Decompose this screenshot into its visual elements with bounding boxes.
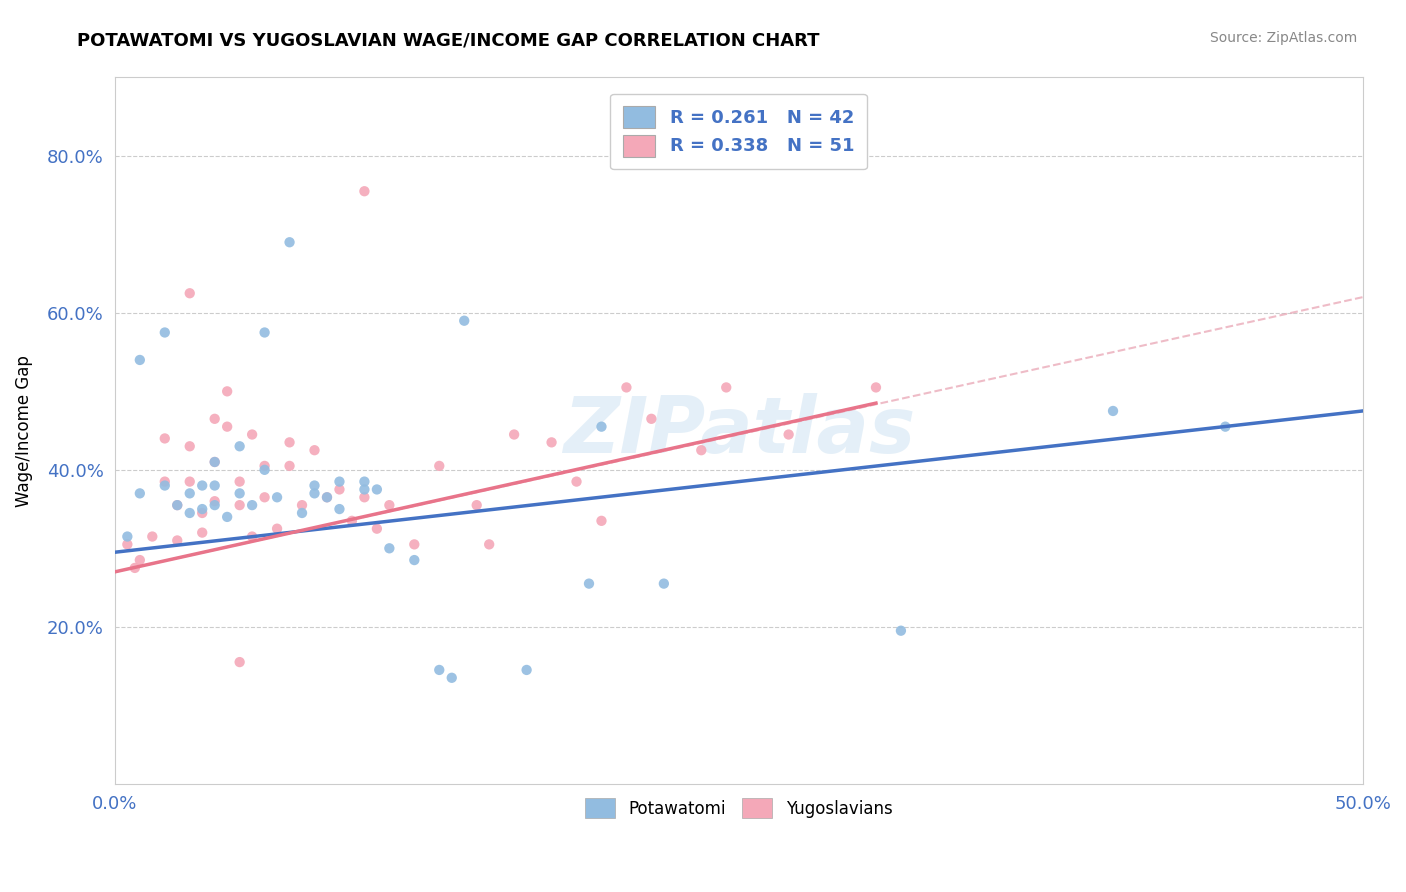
- Point: [179, 475, 201, 489]
- Point: [204, 455, 226, 469]
- Point: [440, 671, 463, 685]
- Point: [278, 435, 301, 450]
- Point: [427, 663, 450, 677]
- Point: [316, 491, 339, 505]
- Point: [353, 184, 375, 198]
- Point: [191, 502, 214, 516]
- Point: [1213, 419, 1236, 434]
- Point: [179, 286, 201, 301]
- Point: [328, 502, 350, 516]
- Point: [453, 314, 475, 328]
- Point: [565, 475, 588, 489]
- Point: [117, 537, 139, 551]
- Point: [191, 478, 214, 492]
- Point: [266, 491, 288, 505]
- Point: [366, 522, 388, 536]
- Y-axis label: Wage/Income Gap: Wage/Income Gap: [15, 355, 32, 507]
- Point: [278, 235, 301, 250]
- Point: [240, 498, 263, 512]
- Point: [128, 486, 150, 500]
- Point: [179, 439, 201, 453]
- Point: [228, 475, 250, 489]
- Point: [340, 514, 363, 528]
- Point: [153, 432, 176, 446]
- Point: [253, 463, 276, 477]
- Point: [166, 533, 188, 548]
- Point: [304, 478, 326, 492]
- Point: [652, 576, 675, 591]
- Point: [865, 380, 887, 394]
- Point: [353, 483, 375, 497]
- Point: [228, 498, 250, 512]
- Point: [253, 326, 276, 340]
- Text: POTAWATOMI VS YUGOSLAVIAN WAGE/INCOME GAP CORRELATION CHART: POTAWATOMI VS YUGOSLAVIAN WAGE/INCOME GA…: [77, 31, 820, 49]
- Point: [191, 506, 214, 520]
- Point: [217, 509, 239, 524]
- Point: [128, 553, 150, 567]
- Point: [124, 561, 146, 575]
- Point: [427, 458, 450, 473]
- Point: [204, 412, 226, 426]
- Point: [890, 624, 912, 638]
- Point: [591, 419, 613, 434]
- Point: [253, 491, 276, 505]
- Point: [191, 525, 214, 540]
- Legend: Potawatomi, Yugoslavians: Potawatomi, Yugoslavians: [578, 791, 900, 825]
- Point: [328, 475, 350, 489]
- Point: [141, 529, 163, 543]
- Point: [616, 380, 638, 394]
- Text: ZIPatlas: ZIPatlas: [562, 392, 915, 468]
- Point: [328, 483, 350, 497]
- Point: [353, 491, 375, 505]
- Point: [217, 419, 239, 434]
- Point: [204, 494, 226, 508]
- Point: [366, 483, 388, 497]
- Point: [503, 427, 526, 442]
- Point: [228, 655, 250, 669]
- Point: [166, 498, 188, 512]
- Point: [716, 380, 738, 394]
- Point: [465, 498, 488, 512]
- Point: [591, 514, 613, 528]
- Point: [228, 486, 250, 500]
- Point: [179, 486, 201, 500]
- Point: [690, 443, 713, 458]
- Point: [117, 529, 139, 543]
- Point: [778, 427, 800, 442]
- Point: [253, 458, 276, 473]
- Text: Source: ZipAtlas.com: Source: ZipAtlas.com: [1209, 31, 1357, 45]
- Point: [304, 486, 326, 500]
- Point: [353, 475, 375, 489]
- Point: [228, 439, 250, 453]
- Point: [640, 412, 662, 426]
- Point: [291, 506, 314, 520]
- Point: [291, 498, 314, 512]
- Point: [179, 506, 201, 520]
- Point: [278, 458, 301, 473]
- Point: [378, 541, 401, 556]
- Point: [1102, 404, 1125, 418]
- Point: [540, 435, 562, 450]
- Point: [478, 537, 501, 551]
- Point: [266, 522, 288, 536]
- Point: [204, 498, 226, 512]
- Point: [240, 529, 263, 543]
- Point: [204, 478, 226, 492]
- Point: [217, 384, 239, 399]
- Point: [240, 427, 263, 442]
- Point: [404, 537, 426, 551]
- Point: [316, 491, 339, 505]
- Point: [153, 478, 176, 492]
- Point: [578, 576, 600, 591]
- Point: [166, 498, 188, 512]
- Point: [128, 353, 150, 368]
- Point: [153, 326, 176, 340]
- Point: [304, 443, 326, 458]
- Point: [153, 475, 176, 489]
- Point: [516, 663, 538, 677]
- Point: [404, 553, 426, 567]
- Point: [378, 498, 401, 512]
- Point: [204, 455, 226, 469]
